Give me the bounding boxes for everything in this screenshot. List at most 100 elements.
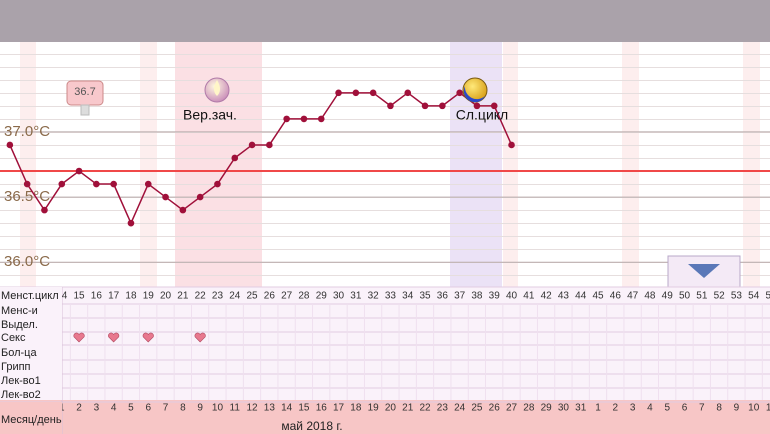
date-label: 30 [558, 403, 570, 414]
temperature-point [162, 193, 169, 201]
x-tick-label: 27 [281, 291, 293, 302]
x-tick-label: 18 [125, 291, 137, 302]
date-label: 31 [575, 403, 587, 414]
date-label: 11 [766, 403, 770, 414]
row-label: Лек-во2 [1, 389, 41, 401]
x-tick-label: 33 [385, 291, 397, 302]
x-tick-label: 48 [644, 291, 656, 302]
date-label: 27 [506, 403, 518, 414]
row-label: Бол-ца [1, 347, 37, 359]
x-tick-label: 39 [489, 291, 501, 302]
date-label: 20 [385, 403, 397, 414]
temperature-point [75, 167, 83, 175]
x-tick-label: 21 [177, 291, 189, 302]
x-tick-label: 53 [731, 291, 743, 302]
date-label: 18 [350, 403, 362, 414]
date-label: 7 [699, 403, 705, 414]
x-tick-label: 36 [437, 291, 449, 302]
temperature-point [41, 206, 48, 214]
x-tick-label: 26 [264, 291, 276, 302]
scroll-down-button[interactable] [667, 255, 741, 291]
date-label: 10 [748, 403, 760, 414]
date-label: 1 [595, 403, 601, 414]
temperature-point [508, 141, 515, 149]
date-label: 4 [647, 403, 653, 414]
date-label: 5 [128, 403, 134, 414]
temperature-point [110, 180, 117, 188]
row-label: Менст.цикл [1, 290, 59, 302]
row-label: Грипп [1, 361, 31, 373]
x-tick-label: 50 [679, 291, 691, 302]
y-tick-label: 37.0°C [4, 123, 50, 140]
x-tick-label: 20 [160, 291, 172, 302]
date-label: 19 [368, 403, 380, 414]
x-tick-label: 49 [662, 291, 674, 302]
top-bar [0, 0, 770, 42]
temperature-point [58, 180, 66, 188]
temp-tag: 36.7 [66, 80, 104, 116]
x-tick-label: 34 [402, 291, 414, 302]
date-label: 6 [145, 403, 151, 414]
temperature-point [179, 206, 187, 214]
date-label: 22 [419, 403, 431, 414]
date-label: 3 [94, 403, 100, 414]
x-tick-label: 35 [419, 291, 431, 302]
x-tick-label: 15 [73, 291, 85, 302]
temperature-point [93, 180, 100, 188]
temp-tag-text: 36.7 [74, 86, 95, 98]
date-label: 12 [246, 403, 258, 414]
temperature-point [317, 115, 325, 123]
date-label: 4 [111, 403, 117, 414]
row-label: Менс-и [1, 305, 38, 317]
date-label: 29 [541, 403, 553, 414]
date-label: 9 [734, 403, 740, 414]
date-label: 8 [716, 403, 722, 414]
x-tick-label: 31 [350, 291, 362, 302]
row-label-mask [0, 402, 62, 434]
date-label: 25 [471, 403, 483, 414]
x-tick-label: 22 [195, 291, 207, 302]
date-label: 26 [489, 403, 501, 414]
heart [108, 332, 120, 343]
heart [73, 332, 85, 343]
temperature-point [196, 193, 204, 201]
x-tick-label: 30 [333, 291, 345, 302]
temperature-point [421, 102, 429, 110]
y-tick-label: 36.5°C [4, 188, 50, 205]
x-tick-label: 28 [298, 291, 310, 302]
x-tick-label: 40 [506, 291, 518, 302]
temperature-point [335, 89, 342, 97]
temperature-point [6, 141, 14, 149]
date-label: 2 [76, 403, 82, 414]
x-tick-label: 55 [765, 291, 770, 302]
date-label: 24 [454, 403, 466, 414]
x-tick-label: 23 [212, 291, 224, 302]
temperature-point [473, 102, 481, 110]
x-tick-label: 32 [368, 291, 380, 302]
date-label: 14 [281, 403, 293, 414]
heart [194, 332, 206, 343]
date-label: 2 [613, 403, 619, 414]
x-tick-label: 45 [592, 291, 604, 302]
month-row-bg [0, 400, 770, 434]
date-label: 17 [333, 403, 345, 414]
temperature-point [231, 154, 239, 162]
x-tick-label: 42 [541, 291, 553, 302]
next-cycle-icon [462, 77, 488, 103]
x-tick-label: 51 [696, 291, 708, 302]
temperature-point [456, 89, 463, 97]
temperature-point [127, 219, 135, 227]
date-label: 3 [630, 403, 636, 414]
date-label: 23 [437, 403, 449, 414]
x-tick-label: 29 [316, 291, 328, 302]
temperature-point [369, 89, 377, 97]
x-tick-label: 37 [454, 291, 466, 302]
temperature-point [387, 102, 394, 110]
row-label: Выдел. [1, 319, 38, 331]
temperature-point [352, 89, 360, 97]
date-label: 16 [316, 403, 328, 414]
x-tick-label: 54 [748, 291, 760, 302]
heart [142, 332, 154, 343]
temperature-point [404, 89, 412, 97]
